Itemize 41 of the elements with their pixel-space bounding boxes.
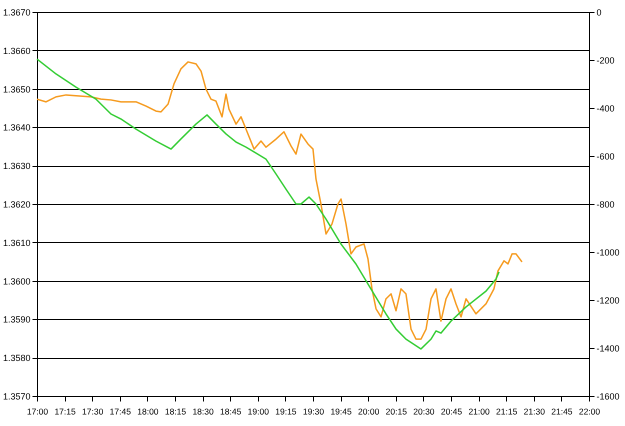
x-tick-label: 19:45: [330, 406, 352, 416]
x-tick-label: 21:15: [496, 406, 518, 416]
y2-tick-label: -800: [596, 200, 615, 210]
y-tick-label: 1.3590: [2, 314, 30, 325]
x-tick-label: 17:45: [110, 406, 132, 416]
y-tick-label: 1.3630: [2, 161, 30, 172]
y2-tick-label: -1000: [596, 248, 620, 258]
y2-tick-label: -600: [596, 152, 615, 162]
x-tick-label: 20:00: [358, 406, 380, 416]
x-tick-label: 22:00: [578, 406, 600, 416]
x-tick-label: 18:00: [137, 406, 159, 416]
x-tick-label: 17:15: [54, 406, 76, 416]
y2-tick-label: 0: [596, 8, 602, 18]
y-tick-label: 1.3610: [2, 238, 30, 248]
x-tick-label: 18:15: [164, 406, 186, 416]
x-tick-label: 20:15: [386, 406, 408, 416]
y-tick-label: 1.3600: [2, 276, 30, 286]
y2-tick-label: -1600: [596, 392, 620, 402]
x-tick-label: 21:45: [551, 406, 573, 416]
y2-tick-label: -1400: [596, 344, 620, 354]
y2-tick-label: -1200: [596, 296, 620, 306]
y-tick-label: 1.3670: [2, 8, 30, 18]
y-tick-label: 1.3650: [2, 84, 30, 94]
x-tick-label: 19:30: [302, 406, 324, 416]
x-tick-label: 21:30: [524, 406, 546, 416]
x-tick-label: 20:30: [413, 406, 435, 416]
y-tick-label: 1.3660: [2, 46, 30, 56]
y-tick-label: 1.3640: [2, 122, 30, 133]
y-tick-label: 1.3580: [2, 353, 30, 364]
x-tick-label: 18:45: [220, 406, 242, 416]
y2-tick-label: -400: [596, 104, 615, 114]
y2-tick-label: -200: [596, 56, 615, 66]
x-tick-label: 17:00: [26, 406, 48, 416]
y-tick-label: 1.3570: [2, 392, 30, 402]
x-tick-label: 17:30: [82, 406, 104, 416]
y-tick-label: 1.3620: [2, 200, 30, 210]
x-tick-label: 21:00: [468, 406, 490, 416]
x-tick-label: 19:00: [248, 406, 270, 416]
x-tick-label: 18:30: [192, 406, 214, 416]
x-tick-label: 19:15: [275, 406, 297, 416]
x-tick-label: 20:45: [440, 406, 462, 416]
